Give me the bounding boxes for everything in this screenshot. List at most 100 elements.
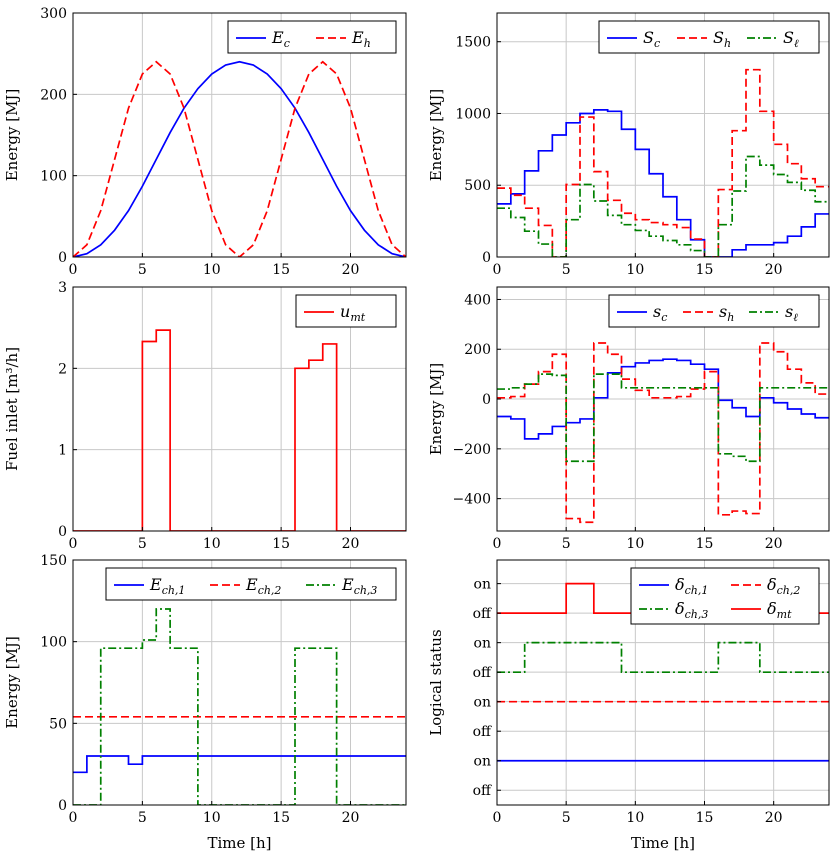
chart-top-right: 0 5 10 15 20 0 500 1000 1500 Energy [MJ] Sc Sh Sℓ	[427, 12, 830, 278]
y-axis-label: Energy [MJ]	[427, 89, 445, 182]
tick-label-y: 1000	[455, 106, 491, 122]
tick-label-y: off	[473, 665, 492, 681]
tick-label-y: 150	[40, 553, 67, 569]
tick-label-y: 0	[482, 392, 491, 408]
tick-label-y: 0	[58, 798, 67, 814]
tick-label-x: 0	[493, 810, 502, 826]
tick-label-y: −400	[453, 492, 491, 508]
tick-label-x: 0	[493, 262, 502, 278]
tick-label-x: 20	[342, 262, 360, 278]
legend: Sc Sh Sℓ	[598, 20, 820, 54]
plot-frame	[72, 559, 407, 806]
tick-label-x: 5	[562, 536, 571, 552]
legend-box	[295, 294, 397, 328]
series-line-s-	[497, 373, 829, 463]
tick-label-y: 100	[40, 635, 67, 651]
tick-label-x: 15	[696, 536, 714, 552]
y-axis-label: Energy [MJ]	[3, 636, 21, 729]
legend: Ech,1 Ech,2 Ech,3	[105, 567, 397, 601]
tick-label-y: 50	[49, 716, 67, 732]
legend-entry-label: Ech,1	[149, 575, 185, 597]
legend-box	[608, 294, 820, 328]
tick-label-x: 20	[765, 810, 783, 826]
tick-label-x: 5	[562, 810, 571, 826]
tick-label-x: 15	[272, 810, 290, 826]
tick-label-y: −200	[453, 442, 491, 458]
tick-label-x: 5	[138, 262, 147, 278]
tick-label-x: 10	[203, 262, 221, 278]
tick-label-x: 10	[203, 810, 221, 826]
series-line-E-ch3	[73, 608, 406, 805]
legend: Ec Eh	[227, 20, 397, 54]
tick-label-x: 15	[272, 536, 290, 552]
chart-bottom-left: 0 5 10 15 20 0 50 100 150 Energy [MJ] Time [h] Ech,…	[3, 553, 407, 852]
plot-frame	[496, 286, 830, 532]
legend-box	[630, 567, 820, 625]
tick-label-x: 5	[138, 536, 147, 552]
x-axis-label: Time [h]	[631, 834, 695, 852]
series-line-E-ch1	[73, 755, 406, 774]
legend: umt	[295, 294, 397, 328]
tick-label-y: 0	[58, 524, 67, 540]
tick-label-x: 0	[69, 810, 78, 826]
plot-frame	[496, 559, 830, 806]
tick-label-y: 1	[58, 443, 67, 459]
tick-label-y: 100	[40, 169, 67, 185]
tick-label-y: 0	[482, 250, 491, 266]
tick-label-x: 10	[626, 262, 644, 278]
chart-mid-left: 0 5 10 15 20 0 1 2 3 Fuel inlet [m³/h] umt	[3, 280, 407, 552]
series-line-E-h	[73, 60, 406, 257]
legend-box	[598, 20, 820, 54]
tick-label-y: 2	[58, 361, 67, 377]
tick-label-y: on	[474, 577, 491, 593]
x-axis-label: Time [h]	[207, 834, 271, 852]
y-axis-label: Energy [MJ]	[427, 363, 445, 456]
tick-label-x: 20	[342, 536, 360, 552]
tick-label-y: off	[473, 783, 492, 799]
y-axis-label: Fuel inlet [m³/h]	[3, 347, 21, 471]
tick-label-x: 10	[626, 536, 644, 552]
plot-frame	[72, 286, 407, 532]
legend-box	[227, 20, 397, 54]
tick-label-y: 3	[58, 280, 67, 296]
y-axis-label: Logical status	[427, 629, 445, 735]
tick-label-x: 20	[765, 536, 783, 552]
tick-label-x: 5	[138, 810, 147, 826]
tick-label-x: 20	[342, 810, 360, 826]
tick-label-x: 10	[626, 810, 644, 826]
series-line-s-c	[497, 358, 829, 440]
tick-label-x: 0	[69, 262, 78, 278]
tick-label-y: 200	[40, 87, 67, 103]
series-line-u-mt	[73, 329, 406, 531]
tick-label-x: 10	[203, 536, 221, 552]
tick-label-x: 5	[562, 262, 571, 278]
plot-frame	[496, 12, 830, 258]
tick-label-y: 400	[464, 292, 491, 308]
tick-label-y: on	[474, 754, 491, 770]
tick-label-x: 20	[765, 262, 783, 278]
tick-label-y: 200	[464, 342, 491, 358]
series-line-E-c	[73, 60, 406, 257]
plot-frame	[72, 12, 407, 258]
tick-label-y: off	[473, 724, 492, 740]
series-line-δ-ch3	[497, 641, 829, 674]
series-line-s-h	[497, 342, 829, 524]
series-line-S-	[497, 155, 829, 257]
chart-mid-right: 0 5 10 15 20 −400 −200 0 200 400 Energy [MJ] sc sh sℓ	[427, 286, 830, 552]
tick-label-y: 300	[40, 6, 67, 22]
legend: sc sh sℓ	[608, 294, 820, 328]
tick-label-x: 15	[272, 262, 290, 278]
tick-label-x: 15	[696, 810, 714, 826]
legend-box	[105, 567, 397, 601]
series-line-S-h	[497, 68, 829, 257]
tick-label-y: off	[473, 606, 492, 622]
chart-bottom-right: 0 5 10 15 20 off on off on off on off on Logical stat…	[427, 559, 830, 852]
series-line-S-c	[497, 109, 829, 257]
tick-label-x: 0	[493, 536, 502, 552]
tick-label-x: 15	[696, 262, 714, 278]
tick-label-y: 500	[464, 178, 491, 194]
tick-label-y: 0	[58, 250, 67, 266]
